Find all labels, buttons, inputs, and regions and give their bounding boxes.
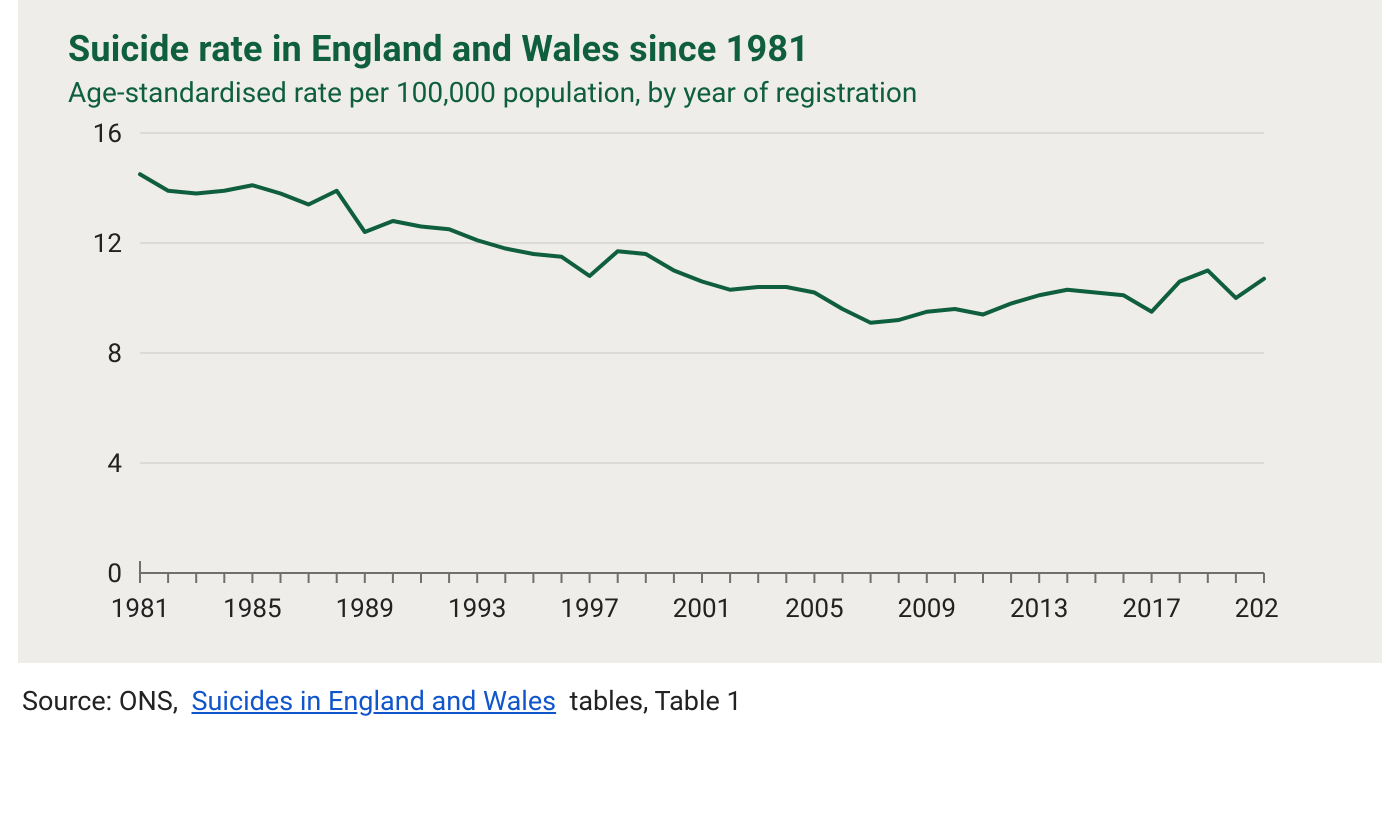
source-prefix: Source: ONS, — [22, 685, 178, 717]
x-axis-tick-label: 2013 — [1010, 594, 1068, 624]
source-line: Source: ONS, Suicides in England and Wal… — [22, 685, 1382, 717]
y-axis-tick-label: 0 — [107, 559, 122, 589]
source-link[interactable]: Suicides in England and Wales — [192, 685, 557, 717]
x-axis-tick-label: 2005 — [785, 594, 843, 624]
chart-frame: Suicide rate in England and Wales since … — [0, 0, 1400, 717]
x-axis-tick-label: 1989 — [336, 594, 394, 624]
y-axis-tick-label: 16 — [93, 119, 122, 149]
source-suffix: tables, Table 1 — [570, 685, 742, 717]
x-axis-tick-label: 2001 — [673, 594, 731, 624]
chart-subtitle: Age-standardised rate per 100,000 popula… — [68, 76, 1342, 109]
y-axis-tick-label: 4 — [107, 449, 122, 479]
y-axis-tick-label: 8 — [107, 339, 122, 369]
chart-title: Suicide rate in England and Wales since … — [68, 28, 1342, 70]
data-line — [140, 174, 1264, 323]
x-axis-tick-label: 2009 — [898, 594, 956, 624]
x-axis-tick-label: 2017 — [1122, 594, 1180, 624]
x-axis-tick-label: 1981 — [111, 594, 169, 624]
x-axis-tick-label: 1993 — [448, 594, 506, 624]
x-axis-tick-label: 1985 — [223, 594, 281, 624]
chart-card: Suicide rate in England and Wales since … — [18, 0, 1382, 663]
chart-svg: 0 4 8 12 16 1981 1985 1989 1993 1997 2001 2005 2009 2… — [68, 119, 1278, 639]
x-axis-tick-label: 1997 — [560, 594, 618, 624]
line-chart: 0 4 8 12 16 1981 1985 1989 1993 1997 2001 2005 2009 2… — [68, 119, 1342, 643]
y-axis-tick-label: 12 — [93, 229, 122, 259]
x-axis-tick-label: 2021 — [1235, 594, 1278, 624]
